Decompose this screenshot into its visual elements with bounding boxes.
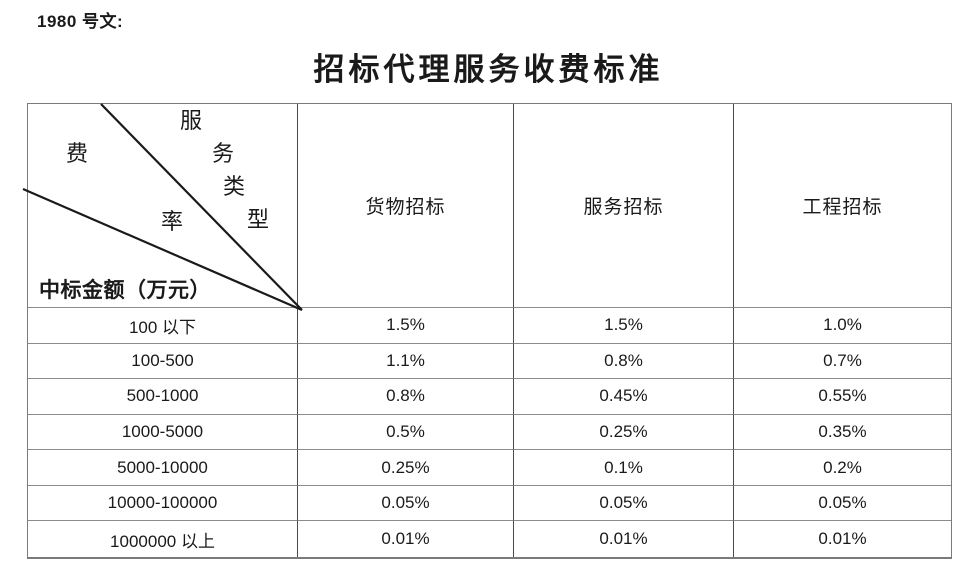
doc-reference: 1980 号文: (37, 12, 124, 31)
cell-goods: 0.8% (298, 379, 514, 415)
cell-goods: 1.1% (298, 343, 514, 380)
row-amount: 100-500 (28, 343, 298, 380)
cell-engineering: 0.01% (818, 529, 867, 549)
corner-fee-rate-char-1: 费 (66, 141, 89, 166)
corner-fee-rate-char-2: 率 (161, 209, 184, 234)
cell-goods: 0.5% (298, 414, 514, 451)
fee-standard-table: 服 务 类 型 费 率 中标金额（万元） 货物招标 服务招标 工程招标 100 … (22, 103, 952, 559)
column-header-goods: 货物招标 (298, 104, 514, 308)
cell-engineering: 0.7% (734, 344, 951, 380)
cell-goods: 1.5% (298, 308, 514, 344)
page-title: 招标代理服务收费标准 (313, 52, 664, 87)
cell-engineering: 0.05% (734, 486, 951, 522)
corner-service-type-char-1: 服 (180, 108, 203, 133)
cell-engineering: 1.0% (734, 308, 951, 344)
corner-amount-axis-label: 中标金额（万元） (39, 278, 211, 302)
row-amount: 100 以下 (28, 308, 298, 344)
cell-goods: 0.05% (298, 485, 514, 522)
cell-engineering: 0.55% (734, 379, 951, 415)
corner-service-type-char-3: 类 (223, 174, 246, 199)
row-amount: 500-1000 (28, 379, 298, 415)
cell-goods: 0.25% (298, 450, 514, 486)
row-amount: 5000-10000 (28, 450, 298, 486)
corner-service-type-char-2: 务 (212, 141, 235, 166)
table-corner-cell: 服 务 类 型 费 率 中标金额（万元） (22, 103, 303, 312)
cell-service: 0.45% (514, 379, 734, 415)
row-amount: 10000-100000 (28, 485, 298, 522)
cell-service: 0.8% (514, 343, 734, 380)
diagonal-divider-lines (22, 103, 303, 312)
cell-engineering: 0.2% (734, 450, 951, 486)
cell-goods: 0.01% (298, 521, 514, 557)
column-header-engineering: 工程招标 (734, 104, 951, 308)
row-amount: 1000-5000 (28, 414, 298, 451)
cell-engineering: 0.35% (734, 415, 951, 451)
diagonal-line-lower (22, 187, 303, 312)
cell-service: 0.05% (514, 485, 734, 522)
column-header-service: 服务招标 (514, 104, 734, 308)
row-amount: 1000000 以上 (28, 521, 298, 557)
diagonal-line-upper (100, 103, 303, 311)
cell-service: 0.1% (514, 450, 734, 486)
cell-service: 1.5% (514, 308, 734, 344)
corner-service-type-char-4: 型 (247, 207, 270, 232)
cell-service: 0.25% (514, 414, 734, 451)
cell-service: 0.01% (514, 521, 734, 557)
